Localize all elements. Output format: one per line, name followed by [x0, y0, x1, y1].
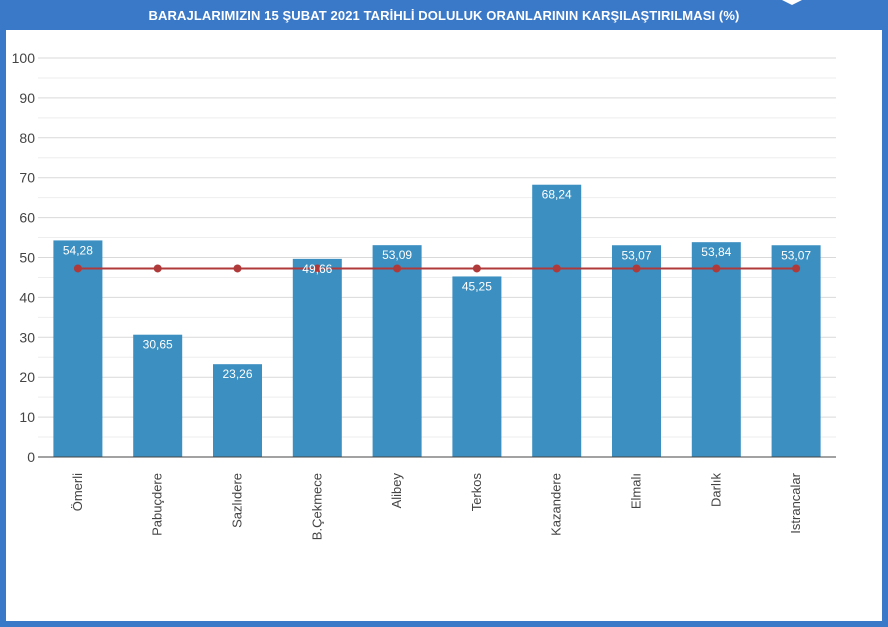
- y-tick-label: 30: [19, 329, 35, 345]
- y-tick-label: 100: [12, 50, 36, 66]
- average-point: [712, 264, 721, 273]
- x-category-label: Sazlıdere: [230, 473, 245, 528]
- y-tick-label: 90: [19, 90, 35, 106]
- bar-data-label: 53,07: [781, 248, 811, 262]
- y-tick-label: 50: [19, 250, 35, 266]
- bar-data-label: 53,84: [701, 245, 731, 259]
- y-tick-label: 20: [19, 369, 35, 385]
- y-tick-label: 80: [19, 130, 35, 146]
- average-point: [472, 264, 481, 273]
- average-point: [313, 264, 322, 273]
- bar-data-label: 23,26: [222, 367, 252, 381]
- average-point: [792, 264, 801, 273]
- bar: [133, 334, 183, 457]
- bar-data-label: 53,07: [621, 248, 651, 262]
- average-point: [393, 264, 402, 273]
- bar-data-label: 49,66: [302, 262, 332, 276]
- x-category-label: Elmalı: [629, 473, 644, 509]
- bar: [691, 242, 741, 457]
- average-point: [73, 264, 82, 273]
- bar: [292, 258, 342, 457]
- x-category-label: Ömerli: [70, 473, 85, 511]
- x-category-label: Pabuçdere: [150, 473, 165, 536]
- bar-data-label: 45,25: [462, 279, 492, 293]
- y-axis-tick-labels: 0 10 20 30 40 50 60 70 80 90 100: [12, 50, 36, 465]
- x-category-label: Istrancalar: [788, 472, 803, 533]
- average-point: [153, 264, 162, 273]
- bar-data-label: 53,09: [382, 248, 412, 262]
- title-notch: [782, 0, 802, 5]
- x-category-label: B.Çekmece: [309, 473, 324, 540]
- bar: [612, 245, 661, 457]
- average-point: [552, 264, 561, 273]
- average-point: [233, 264, 242, 273]
- y-tick-label: 40: [19, 289, 35, 305]
- average-line-series: [73, 264, 801, 273]
- y-tick-label: 10: [19, 409, 35, 425]
- bar: [213, 364, 262, 457]
- x-category-label: Alibey: [389, 473, 404, 509]
- x-category-label: Darlık: [708, 473, 723, 507]
- bar-data-label: 30,65: [143, 338, 173, 352]
- bar: [452, 276, 502, 457]
- y-tick-label: 60: [19, 210, 35, 226]
- y-tick-label: 0: [27, 449, 35, 465]
- bar-data-labels: 54,28 30,65 23,26 49,66 53,09 45,25 68,24 53,07…: [63, 188, 812, 381]
- chart-title: BARAJLARIMIZIN 15 ŞUBAT 2021 TARİHLİ DOL…: [0, 0, 888, 30]
- x-category-label: Kazandere: [549, 473, 564, 536]
- y-tick-label: 70: [19, 170, 35, 186]
- bar: [372, 245, 422, 457]
- x-axis-category-labels: Ömerli Pabuçdere Sazlıdere B.Çekmece Alibey T…: [70, 472, 803, 540]
- bar: [532, 184, 582, 457]
- bar: [771, 245, 821, 457]
- bar-data-label: 68,24: [542, 188, 572, 202]
- x-category-label: Terkos: [469, 473, 484, 512]
- bar-series: [53, 184, 821, 457]
- bar: [53, 240, 103, 457]
- average-point: [632, 264, 641, 273]
- bar-data-label: 54,28: [63, 243, 93, 257]
